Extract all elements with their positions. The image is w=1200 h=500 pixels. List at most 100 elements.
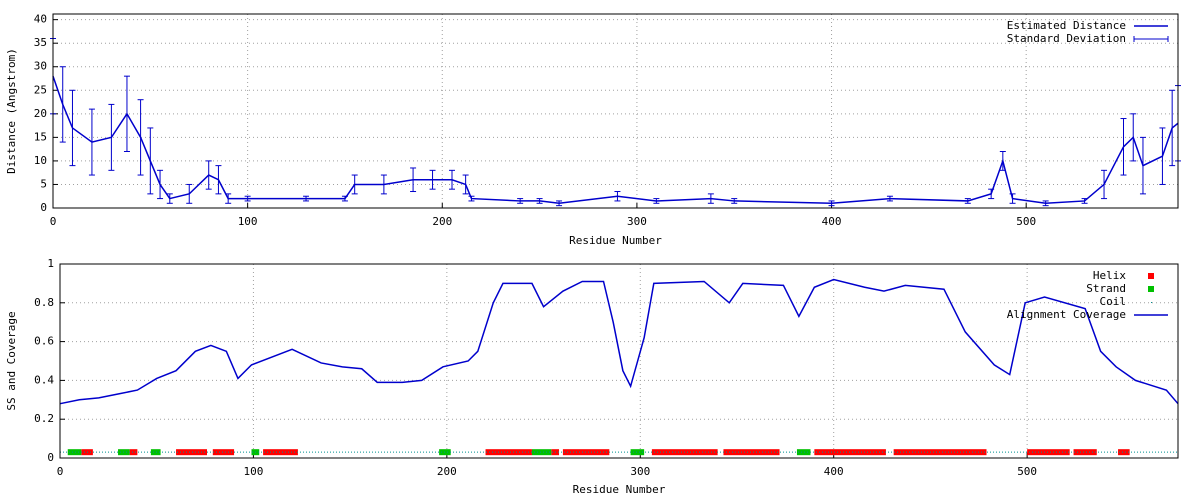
- x-axis-label: Residue Number: [573, 483, 666, 496]
- error-bar: [1169, 89, 1176, 167]
- error-bar: [1130, 113, 1137, 162]
- error-bar: [303, 195, 310, 202]
- error-bar: [1009, 193, 1016, 204]
- error-bar: [468, 195, 475, 202]
- ss-segment: [531, 449, 552, 456]
- data-line: [52, 75, 1179, 205]
- error-bar: [1081, 198, 1088, 204]
- ss-segment: [176, 449, 208, 456]
- legend-label: Helix: [1093, 269, 1126, 282]
- x-tick-label: 500: [1016, 215, 1036, 228]
- x-tick-label: 200: [432, 215, 452, 228]
- error-bar: [147, 127, 154, 195]
- error-bar: [1120, 118, 1127, 176]
- error-bar: [614, 191, 621, 202]
- error-bar: [1101, 169, 1108, 200]
- x-tick-label: 400: [824, 465, 844, 478]
- error-bar: [123, 75, 130, 152]
- error-bar: [429, 169, 436, 190]
- legend-key: [1148, 286, 1154, 292]
- y-tick-label: 0.6: [34, 335, 54, 348]
- y-tick-label: 5: [40, 177, 47, 190]
- ss-segment: [893, 449, 987, 456]
- error-bar: [410, 167, 417, 193]
- error-bar: [69, 89, 76, 167]
- x-tick-label: 300: [630, 465, 650, 478]
- y-tick-label: 0.2: [34, 412, 54, 425]
- x-tick-label: 100: [243, 465, 263, 478]
- error-bar: [449, 169, 456, 190]
- error-bar: [225, 193, 232, 204]
- y-tick-label: 0: [40, 201, 47, 214]
- y-tick-label: 0.4: [34, 373, 54, 386]
- x-tick-label: 100: [238, 215, 258, 228]
- legend-label: Standard Deviation: [1007, 32, 1126, 45]
- y-tick-label: 1: [47, 257, 54, 270]
- error-bar: [1042, 200, 1049, 207]
- error-bar: [1159, 127, 1166, 185]
- x-tick-label: 200: [437, 465, 457, 478]
- plot-frame: [59, 263, 1179, 459]
- ss-segment: [67, 449, 82, 456]
- ss-segment: [1027, 449, 1070, 456]
- error-bar: [886, 195, 893, 202]
- legend-label: Estimated Distance: [1007, 19, 1126, 32]
- x-tick-label: 500: [1017, 465, 1037, 478]
- error-bar: [517, 198, 524, 204]
- error-bar: [166, 193, 173, 204]
- y-tick-label: 10: [34, 154, 47, 167]
- error-bar: [556, 200, 563, 207]
- y-axis-label: Distance (Angstrom): [5, 48, 18, 174]
- ss-segment: [1073, 449, 1097, 456]
- error-bar: [137, 99, 144, 176]
- error-bar: [341, 195, 348, 202]
- error-bar: [536, 198, 543, 204]
- x-tick-label: 400: [822, 215, 842, 228]
- error-bar: [1139, 136, 1146, 195]
- error-bar: [88, 108, 95, 176]
- legend-label: Strand: [1086, 282, 1126, 295]
- legend-label: Alignment Coverage: [1007, 308, 1126, 321]
- ss-segment: [485, 449, 532, 456]
- y-tick-label: 20: [34, 107, 47, 120]
- x-axis-label: Residue Number: [569, 234, 662, 247]
- y-tick-label: 0: [47, 451, 54, 464]
- ss-segment: [796, 449, 811, 456]
- error-bar: [707, 193, 714, 204]
- error-bar: [351, 174, 358, 195]
- error-bar: [186, 183, 193, 204]
- ss-segment: [129, 449, 138, 456]
- ss-segment: [723, 449, 780, 456]
- ss-segment: [630, 449, 645, 456]
- y-tick-label: 40: [34, 13, 47, 26]
- error-bar: [108, 103, 115, 171]
- error-bar: [731, 198, 738, 204]
- error-bar: [828, 200, 835, 207]
- x-tick-label: 300: [627, 215, 647, 228]
- error-bar: [653, 198, 660, 204]
- legend-key: [1151, 302, 1152, 303]
- error-bar: [215, 165, 222, 195]
- error-bar: [205, 160, 212, 190]
- ss-segment: [814, 449, 886, 456]
- error-bar: [157, 169, 164, 200]
- plot-frame: [52, 13, 1179, 209]
- error-bar: [244, 195, 251, 202]
- data-line: [59, 278, 1179, 405]
- y-tick-label: 15: [34, 130, 47, 143]
- y-tick-label: 25: [34, 83, 47, 96]
- error-bar: [59, 66, 66, 143]
- ss-segment: [263, 449, 298, 456]
- legend-key: [1148, 273, 1154, 279]
- y-tick-label: 35: [34, 36, 47, 49]
- error-bar: [964, 198, 971, 204]
- y-tick-label: 0.8: [34, 296, 54, 309]
- error-bar: [988, 188, 995, 200]
- error-bar: [999, 150, 1006, 171]
- x-tick-label: 0: [57, 465, 64, 478]
- ss-segment: [1118, 449, 1130, 456]
- error-bar: [462, 174, 469, 195]
- ss-segment: [150, 449, 161, 456]
- y-tick-label: 30: [34, 60, 47, 73]
